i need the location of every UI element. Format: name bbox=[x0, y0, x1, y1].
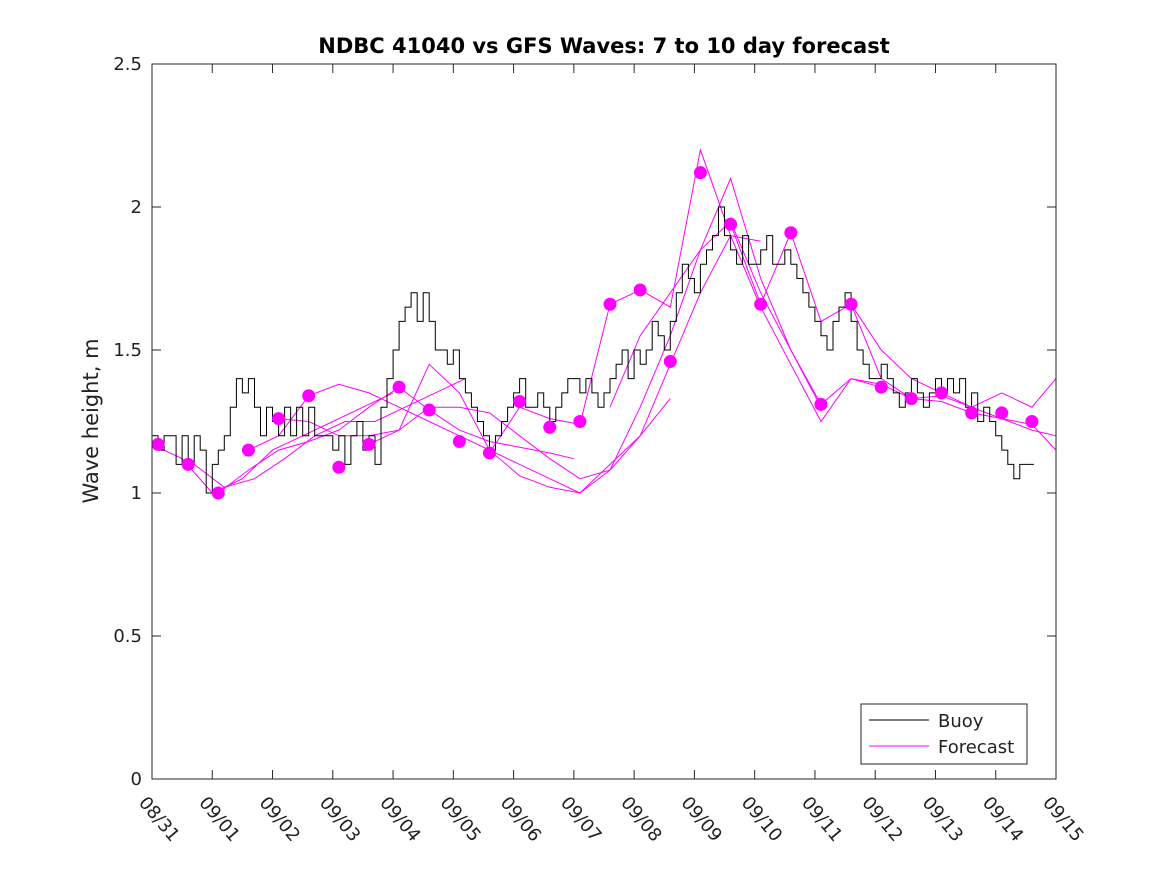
forecast-marker bbox=[151, 437, 165, 451]
forecast-lines bbox=[151, 147, 1057, 494]
forecast-line bbox=[368, 176, 822, 480]
forecast-marker bbox=[543, 420, 557, 434]
forecast-marker bbox=[754, 297, 768, 311]
forecast-line bbox=[278, 235, 761, 494]
forecast-marker bbox=[573, 415, 587, 428]
legend-box bbox=[860, 703, 1028, 765]
buoy-line-layer bbox=[152, 206, 1034, 494]
forecast-marker bbox=[633, 283, 647, 297]
y-axis-label: Wave height, m bbox=[79, 338, 103, 503]
y-tick-label: 2 bbox=[131, 197, 142, 218]
forecast-marker bbox=[934, 386, 948, 400]
plot-frame bbox=[151, 63, 1057, 780]
forecast-marker bbox=[422, 403, 436, 417]
plot-frame-fill bbox=[152, 64, 1056, 779]
forecast-marker bbox=[784, 226, 798, 240]
forecast-marker bbox=[513, 394, 527, 408]
forecast-marker bbox=[693, 166, 707, 180]
legend: Buoy Forecast bbox=[860, 703, 1028, 765]
chart-title: NDBC 41040 vs GFS Waves: 7 to 10 day for… bbox=[318, 34, 889, 58]
forecast-line bbox=[609, 220, 1057, 437]
forecast-marker bbox=[362, 437, 376, 451]
forecast-marker bbox=[904, 392, 918, 406]
y-tick-label: 1 bbox=[131, 483, 142, 504]
y-tick-label: 0.5 bbox=[113, 626, 142, 647]
forecast-line bbox=[489, 147, 882, 454]
forecast-marker bbox=[211, 486, 225, 500]
y-tick-label: 1.5 bbox=[113, 340, 142, 361]
forecast-marker bbox=[603, 297, 617, 311]
forecast-marker bbox=[392, 380, 406, 394]
forecast-marker bbox=[332, 460, 346, 474]
forecast-marker bbox=[844, 297, 858, 311]
plot-area: 00.511.522.508/31 09/01 09/02 09/03 09/04 09/… bbox=[113, 54, 1087, 846]
forecast-marker bbox=[272, 412, 286, 426]
y-tick-label: 2.5 bbox=[113, 54, 142, 75]
y-tick-label: 0 bbox=[131, 769, 142, 790]
forecast-line bbox=[850, 303, 1057, 408]
legend-buoy-label: Buoy bbox=[938, 711, 984, 732]
forecast-marker bbox=[452, 435, 466, 449]
forecast-line bbox=[193, 378, 466, 488]
forecast-marker bbox=[1025, 415, 1039, 428]
forecast-line bbox=[730, 224, 1057, 451]
forecast-marker bbox=[482, 446, 496, 460]
legend-forecast-label: Forecast bbox=[938, 737, 1014, 758]
forecast-marker bbox=[241, 443, 255, 457]
forecast-marker bbox=[181, 457, 195, 471]
forecast-marker bbox=[302, 389, 316, 403]
forecast-marker bbox=[965, 406, 979, 420]
forecast-marker bbox=[724, 217, 738, 231]
forecast-marker bbox=[814, 397, 828, 411]
forecast-marker bbox=[995, 406, 1009, 420]
forecast-marker bbox=[663, 354, 677, 368]
buoy-line bbox=[152, 206, 1034, 494]
forecast-markers bbox=[151, 166, 1039, 500]
forecast-marker bbox=[874, 380, 888, 394]
forecast-line bbox=[151, 392, 394, 494]
